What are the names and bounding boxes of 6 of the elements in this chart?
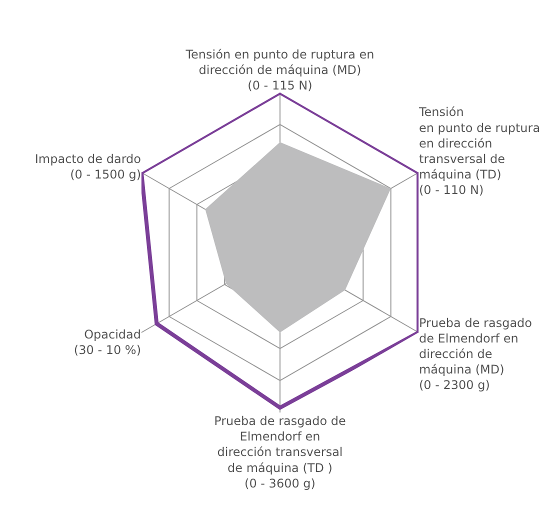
spoke-label: Tensión en punto de ruptura en dirección de máquina (MD) (0 - 115 N) (184, 47, 374, 93)
spoke-label: Prueba de rasgado de Elmendorf en dirección transversal de máquina (TD ) (0 - 3600 g) (214, 414, 346, 490)
spoke-label: Impacto de dardo (0 - 1500 g) (34, 152, 142, 182)
spoke-label: Tensión en punto de ruptura en dirección transversal de máquina (TD) (0 - 110 N) (418, 105, 540, 198)
spoke-label: Prueba de rasgado de Elmendorf en dirección de máquina (MD) (0 - 2300 g) (418, 316, 532, 392)
spoke-label: Opacidad (30 - 10 %) (74, 327, 142, 358)
